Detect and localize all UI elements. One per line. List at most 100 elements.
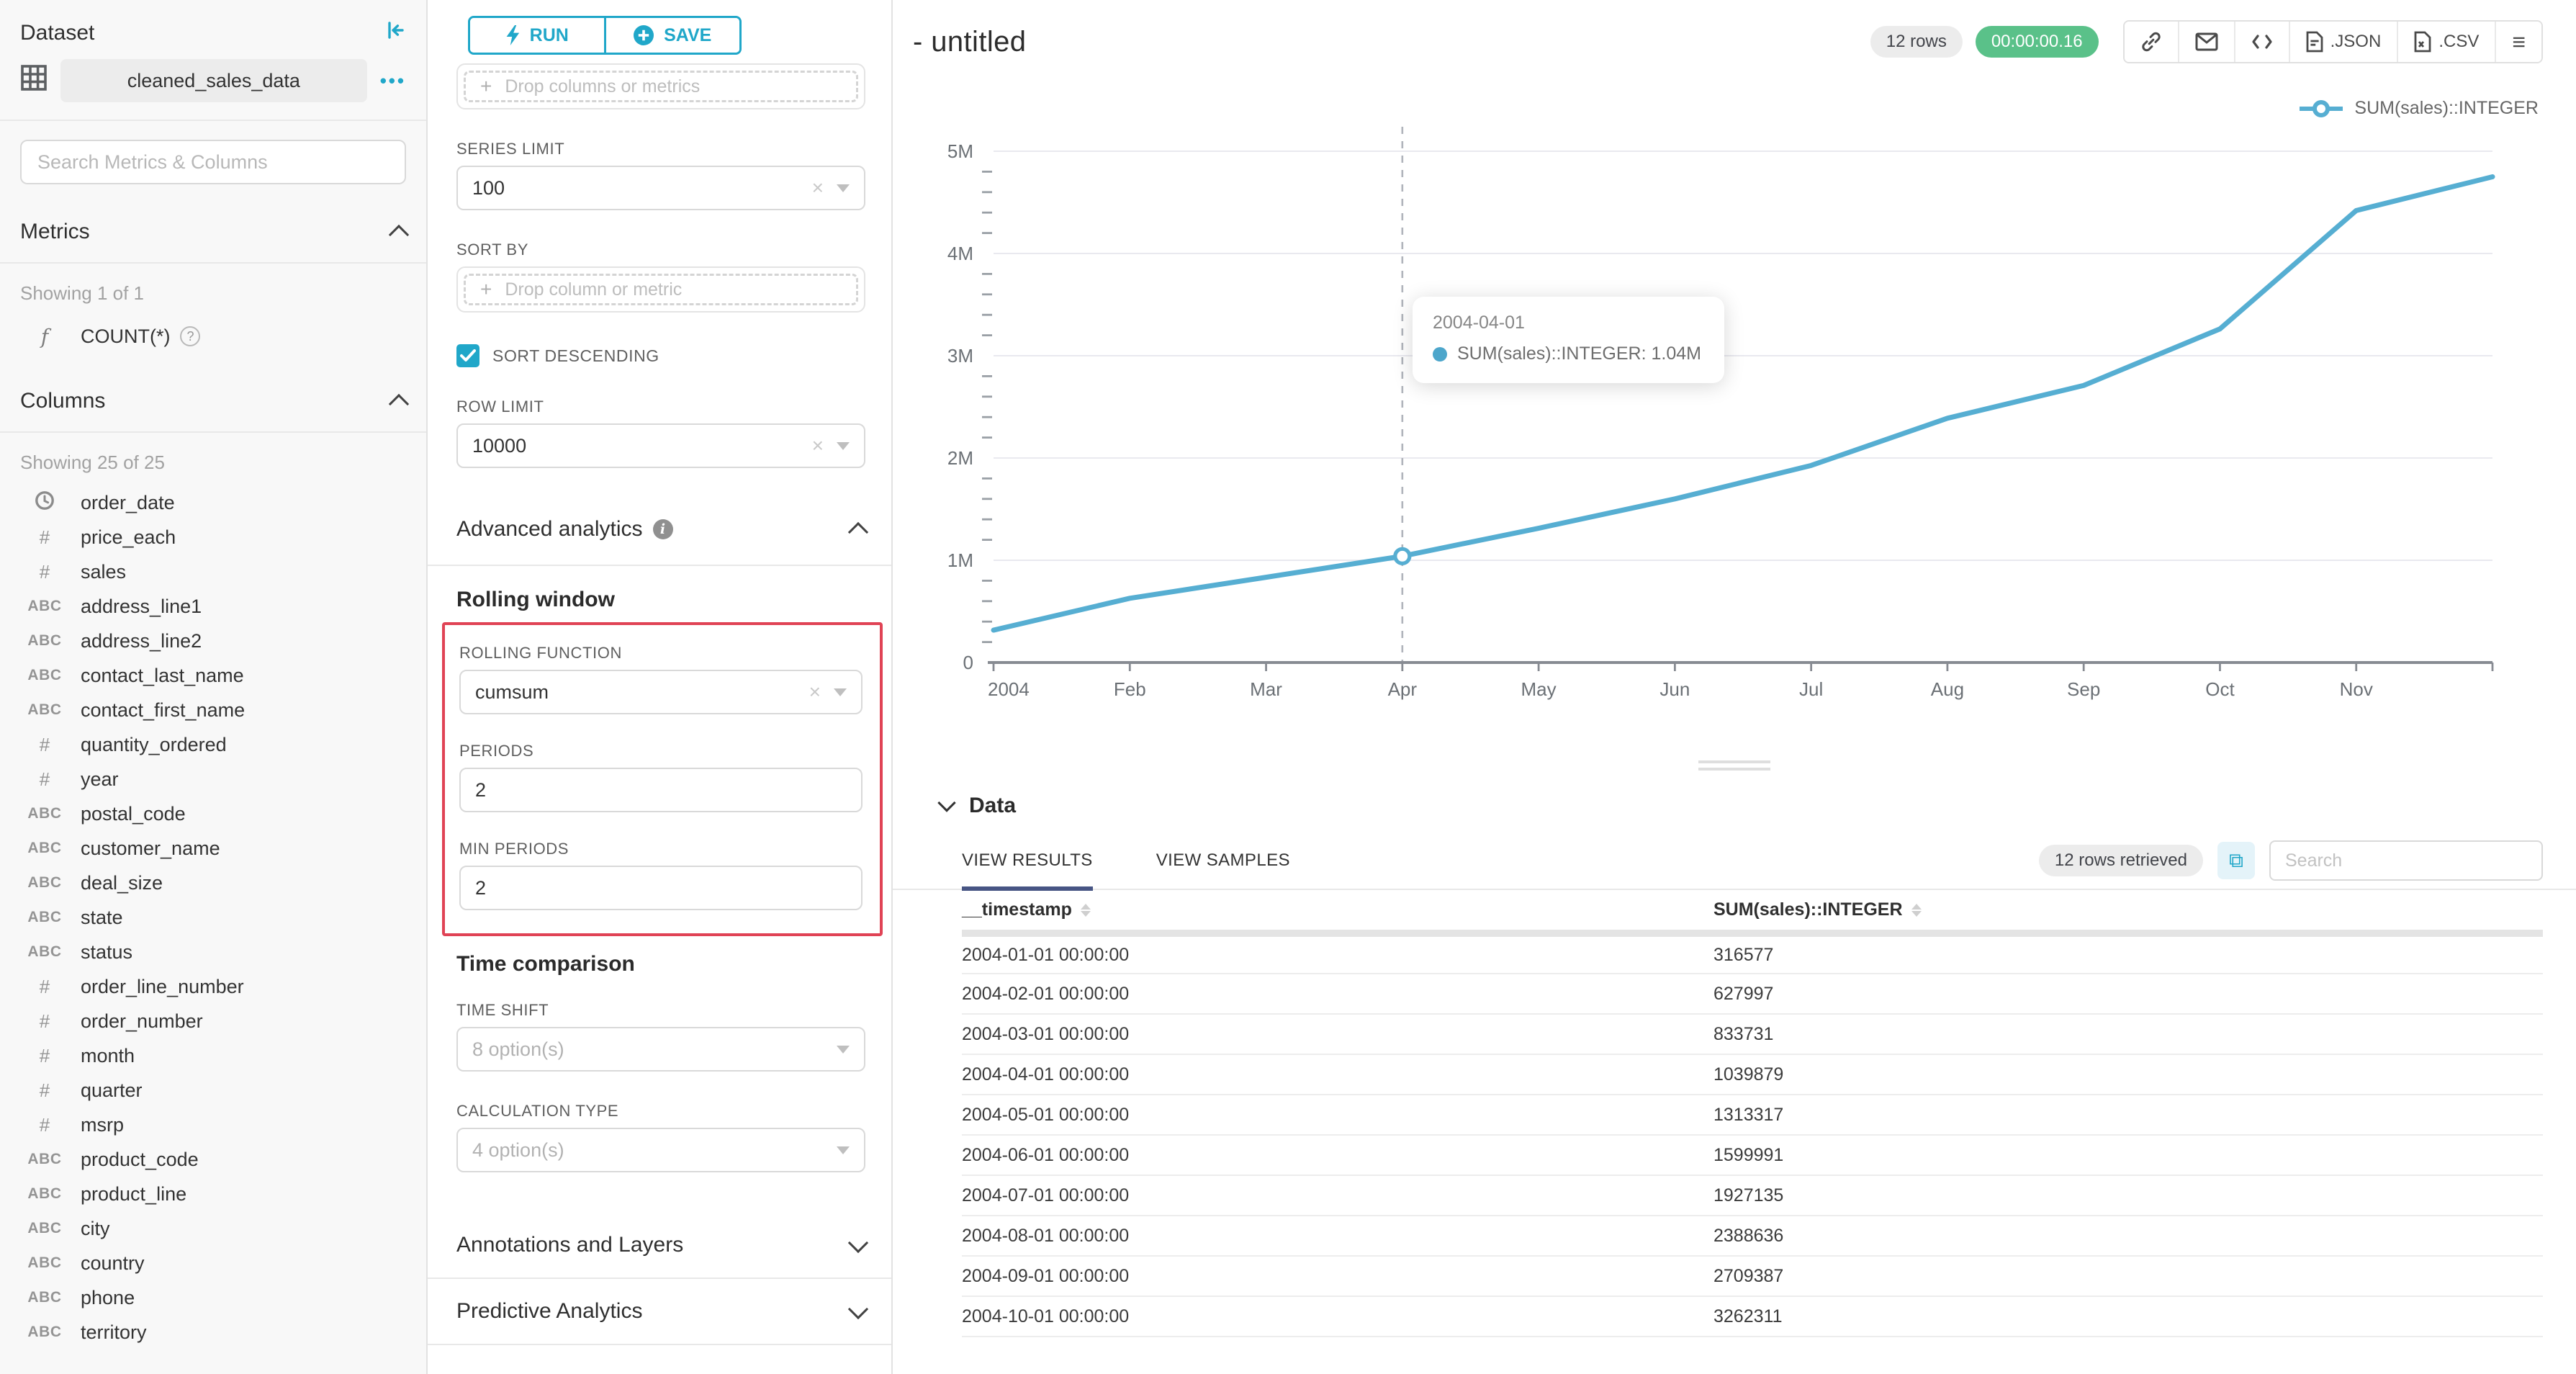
column-item[interactable]: ABC country	[20, 1246, 406, 1280]
save-button[interactable]: SAVE	[603, 18, 739, 53]
periods-input[interactable]: 2	[459, 768, 863, 812]
column-item[interactable]: # quarter	[20, 1073, 406, 1108]
tab-view-results[interactable]: VIEW RESULTS	[962, 832, 1093, 891]
column-header-label: SUM(sales)::INTEGER	[1713, 899, 1903, 920]
dataset-name[interactable]: cleaned_sales_data	[60, 59, 367, 102]
column-item[interactable]: ABC address_line2	[20, 624, 406, 658]
copy-link-button[interactable]	[2124, 22, 2179, 62]
column-item[interactable]: # year	[20, 762, 406, 796]
predictive-analytics-header[interactable]: Predictive Analytics	[428, 1279, 891, 1345]
column-item[interactable]: ABC state	[20, 900, 406, 935]
sort-descending-label: SORT DESCENDING	[492, 346, 659, 365]
column-item[interactable]: ABC contact_last_name	[20, 658, 406, 693]
copy-data-button[interactable]: ⧉	[2217, 842, 2255, 879]
column-item[interactable]: # order_line_number	[20, 969, 406, 1004]
column-label: year	[81, 768, 119, 790]
chevron-down-icon	[937, 794, 956, 812]
time-comparison-title: Time comparison	[456, 952, 635, 976]
lightning-icon	[506, 25, 519, 45]
column-label: status	[81, 940, 133, 963]
metrics-section-header[interactable]: Metrics	[20, 213, 410, 251]
chart-menu-button[interactable]: ≡	[2496, 22, 2541, 62]
dimensions-dropzone[interactable]: + Drop columns or metrics	[456, 63, 865, 109]
column-item[interactable]: # msrp	[20, 1108, 406, 1142]
calculation-type-select[interactable]: 4 option(s)	[456, 1128, 865, 1172]
tab-view-samples[interactable]: VIEW SAMPLES	[1156, 850, 1290, 870]
column-item[interactable]: ABC contact_first_name	[20, 693, 406, 727]
column-item[interactable]: # month	[20, 1038, 406, 1073]
search-metrics-columns-input[interactable]	[20, 140, 406, 184]
dataset-more-icon[interactable]: •••	[379, 69, 406, 91]
column-item[interactable]: # quantity_ordered	[20, 727, 406, 762]
panel-resize-handle[interactable]	[1698, 760, 1770, 771]
export-csv-button[interactable]: .CSV	[2398, 22, 2497, 62]
text-type-icon: ABC	[27, 598, 62, 614]
clear-icon[interactable]: ×	[811, 434, 824, 457]
clear-icon[interactable]: ×	[811, 176, 824, 199]
svg-text:2M: 2M	[947, 447, 973, 469]
column-item[interactable]: # order_number	[20, 1004, 406, 1038]
numeric-type-icon: #	[39, 560, 50, 583]
temporal-clock-icon	[20, 490, 69, 516]
numeric-type-icon: #	[39, 768, 50, 790]
column-item[interactable]: ABC deal_size	[20, 866, 406, 900]
column-label: phone	[81, 1286, 135, 1308]
periods-label: PERIODS	[459, 742, 534, 760]
column-item[interactable]: ABC postal_code	[20, 796, 406, 831]
email-button[interactable]	[2179, 22, 2235, 62]
chart-plot[interactable]: 0 1M 2M 3M 4M 5M 2004 Feb Mar Apr May Jun Jul Aug Sep O…	[893, 109, 2576, 703]
column-item[interactable]: order_date	[20, 485, 406, 520]
column-item[interactable]: ABC customer_name	[20, 831, 406, 866]
table-row: 2004-09-01 00:00:00 2709387	[962, 1256, 2543, 1297]
column-header-timestamp[interactable]: __timestamp	[962, 890, 1713, 937]
text-type-icon: ABC	[27, 1151, 62, 1167]
time-shift-select[interactable]: 8 option(s)	[456, 1027, 865, 1072]
column-header-sum-sales[interactable]: SUM(sales)::INTEGER	[1713, 890, 2543, 937]
table-row: 2004-02-01 00:00:00 627997	[962, 974, 2543, 1015]
rolling-window-alert-box: ROLLING FUNCTION cumsum × PERIODS 2 MIN …	[442, 622, 883, 936]
column-item[interactable]: ABC city	[20, 1211, 406, 1246]
tooltip-date: 2004-04-01	[1433, 313, 1525, 333]
annotations-layers-title: Annotations and Layers	[456, 1233, 684, 1257]
file-icon	[2306, 31, 2323, 53]
annotations-layers-header[interactable]: Annotations and Layers	[428, 1213, 891, 1279]
columns-section-header[interactable]: Columns	[20, 382, 410, 420]
advanced-analytics-header[interactable]: Advanced analytics i	[428, 517, 891, 566]
metric-item[interactable]: f COUNT(*)?	[20, 319, 406, 354]
min-periods-input[interactable]: 2	[459, 866, 863, 910]
column-item[interactable]: # sales	[20, 554, 406, 589]
sort-by-label: SORT BY	[456, 241, 528, 259]
table-row: 2004-04-01 00:00:00 1039879	[962, 1054, 2543, 1095]
row-count-badge: 12 rows	[1870, 26, 1963, 58]
chart-title[interactable]: - untitled	[913, 26, 1027, 58]
clear-icon[interactable]: ×	[809, 681, 821, 703]
embed-code-button[interactable]	[2235, 22, 2290, 62]
series-limit-select[interactable]: 100 ×	[456, 166, 865, 210]
cell-timestamp: 2004-03-01 00:00:00	[962, 1014, 1713, 1055]
export-json-button[interactable]: .JSON	[2289, 22, 2399, 62]
numeric-type-icon: #	[39, 1010, 50, 1032]
column-item[interactable]: ABC status	[20, 935, 406, 969]
column-label: customer_name	[81, 837, 220, 859]
sort-descending-checkbox[interactable]	[456, 344, 479, 367]
column-item[interactable]: ABC product_code	[20, 1142, 406, 1177]
column-item[interactable]: ABC phone	[20, 1280, 406, 1315]
data-search-input[interactable]	[2269, 840, 2543, 881]
column-item[interactable]: ABC address_line1	[20, 589, 406, 624]
row-limit-select[interactable]: 10000 ×	[456, 423, 865, 468]
chart-legend[interactable]: SUM(sales)::INTEGER	[2300, 98, 2539, 119]
column-item[interactable]: ABC territory	[20, 1315, 406, 1350]
rolling-function-select[interactable]: cumsum ×	[459, 670, 863, 714]
column-item[interactable]: # price_each	[20, 520, 406, 554]
run-button[interactable]: RUN	[470, 18, 604, 53]
text-type-icon: ABC	[27, 1220, 62, 1236]
collapse-panel-icon[interactable]	[384, 19, 406, 47]
data-panel-header[interactable]: Data	[893, 794, 2576, 818]
column-item[interactable]: ABC product_line	[20, 1177, 406, 1211]
sort-by-dropzone[interactable]: + Drop column or metric	[456, 266, 865, 313]
results-table: __timestamp SUM(sales)::INTEGER 2004-01-…	[962, 890, 2543, 1337]
plus-icon: +	[480, 75, 492, 97]
tooltip-value: SUM(sales)::INTEGER: 1.04M	[1457, 344, 1701, 364]
run-save-button-group: RUN SAVE	[468, 16, 742, 55]
cell-timestamp: 2004-09-01 00:00:00	[962, 1256, 1713, 1297]
